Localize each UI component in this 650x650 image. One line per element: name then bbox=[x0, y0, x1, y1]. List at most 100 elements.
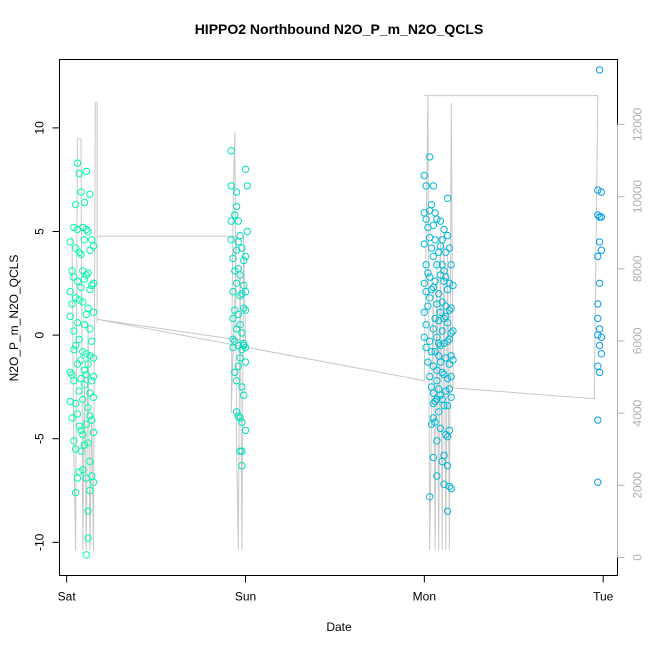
plot-frame bbox=[59, 59, 618, 576]
data-point bbox=[447, 484, 455, 493]
data-point bbox=[70, 273, 78, 281]
data-point bbox=[73, 277, 82, 285]
data-point bbox=[86, 325, 94, 333]
chart-title: HIPPO2 Northbound N2O_P_m_N2O_QCLS bbox=[195, 21, 484, 37]
y-tick-label: -10 bbox=[33, 533, 47, 551]
data-point bbox=[73, 159, 82, 167]
data-point bbox=[80, 236, 89, 244]
data-point bbox=[236, 354, 244, 362]
data-point bbox=[594, 186, 602, 194]
data-point bbox=[227, 182, 235, 190]
data-point bbox=[431, 209, 439, 217]
data-point bbox=[89, 242, 98, 250]
data-point bbox=[75, 296, 83, 304]
data-point bbox=[66, 312, 74, 321]
data-point bbox=[79, 298, 87, 306]
data-point bbox=[426, 273, 434, 281]
data-point bbox=[82, 271, 91, 279]
data-point bbox=[86, 190, 94, 198]
data-point bbox=[594, 478, 602, 486]
data-point bbox=[436, 308, 445, 316]
y2-tick-label: 6000 bbox=[631, 327, 645, 354]
data-point bbox=[240, 256, 248, 265]
data-point bbox=[440, 339, 448, 348]
data-point bbox=[236, 321, 244, 329]
y2-tick-label: 2000 bbox=[631, 472, 645, 499]
data-point bbox=[68, 300, 76, 308]
data-point bbox=[70, 437, 78, 445]
data-point bbox=[449, 327, 457, 335]
data-point bbox=[88, 337, 96, 345]
data-point bbox=[241, 252, 250, 261]
data-point bbox=[77, 250, 85, 259]
data-point bbox=[84, 304, 92, 312]
data-point bbox=[70, 345, 78, 354]
data-point bbox=[420, 240, 428, 248]
data-point bbox=[84, 269, 92, 277]
data-point bbox=[445, 385, 454, 393]
data-point bbox=[71, 488, 80, 497]
data-point bbox=[84, 439, 92, 447]
data-point bbox=[436, 341, 445, 350]
data-point bbox=[449, 281, 457, 290]
data-point bbox=[436, 217, 445, 225]
data-point bbox=[80, 381, 89, 389]
data-point bbox=[594, 252, 602, 261]
x-axis-label: Date bbox=[326, 620, 352, 634]
data-point bbox=[75, 248, 83, 256]
data-point bbox=[84, 534, 92, 542]
data-point bbox=[229, 335, 237, 343]
data-point bbox=[431, 348, 439, 356]
data-point bbox=[229, 254, 237, 263]
data-point bbox=[429, 414, 437, 422]
data-point bbox=[88, 416, 96, 424]
data-point bbox=[75, 335, 83, 343]
data-point bbox=[66, 238, 74, 246]
data-point bbox=[73, 410, 82, 418]
data-point bbox=[427, 244, 436, 252]
data-point bbox=[241, 343, 250, 352]
data-point bbox=[229, 287, 237, 296]
data-point bbox=[440, 451, 448, 459]
data-point bbox=[435, 339, 443, 348]
data-point bbox=[449, 356, 457, 364]
data-point bbox=[597, 350, 606, 358]
y2-tick-label: 10000 bbox=[631, 180, 645, 214]
data-point bbox=[82, 370, 91, 379]
data-point bbox=[88, 236, 96, 244]
data-point bbox=[80, 198, 89, 207]
data-point bbox=[232, 202, 241, 211]
data-point bbox=[241, 358, 250, 366]
data-point bbox=[86, 457, 94, 466]
data-point bbox=[84, 507, 92, 515]
data-point bbox=[75, 169, 83, 178]
data-point bbox=[427, 200, 436, 209]
data-point bbox=[86, 412, 94, 420]
data-point bbox=[435, 290, 443, 298]
data-point bbox=[234, 362, 243, 370]
data-point bbox=[238, 462, 246, 470]
data-point bbox=[86, 285, 94, 294]
data-point bbox=[443, 507, 452, 515]
data-point bbox=[238, 244, 246, 252]
data-point bbox=[431, 277, 439, 285]
y2-tick-label: 4000 bbox=[631, 399, 645, 426]
y2-tick-label: 8000 bbox=[631, 255, 645, 282]
data-point bbox=[424, 269, 432, 277]
y-tick-label: -5 bbox=[33, 433, 47, 444]
data-point bbox=[236, 292, 244, 300]
y-axis-label: N2O_P_m_N2O_QCLS bbox=[7, 255, 21, 382]
data-point bbox=[447, 393, 455, 401]
data-point bbox=[443, 462, 452, 470]
data-point bbox=[89, 428, 98, 437]
data-point bbox=[71, 341, 80, 350]
data-point bbox=[422, 215, 430, 223]
data-point bbox=[77, 188, 85, 196]
data-point bbox=[426, 493, 434, 501]
data-point bbox=[77, 356, 85, 364]
data-point bbox=[88, 281, 96, 290]
data-point bbox=[595, 66, 604, 74]
data-point bbox=[236, 414, 244, 422]
data-point bbox=[445, 360, 454, 368]
data-point bbox=[232, 279, 241, 287]
